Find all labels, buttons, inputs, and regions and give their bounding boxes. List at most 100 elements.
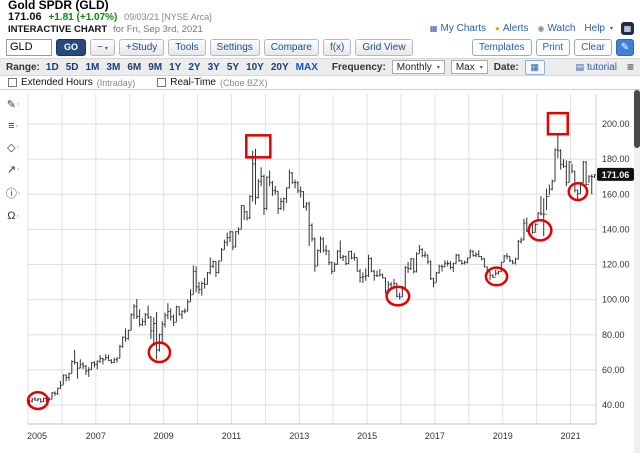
arrows-icon: ↗ — [6, 164, 16, 176]
price-chart[interactable]: 40.00 60.00 80.00 100.00 120.00 140.00 160.00 1… — [26, 90, 634, 453]
go-button[interactable]: GO — [56, 38, 87, 56]
range-3y[interactable]: 3Y — [207, 61, 220, 73]
toolbar-button-compare[interactable]: Compare — [263, 38, 319, 56]
gridlines — [27, 94, 597, 425]
scrollbar-thumb[interactable] — [634, 90, 640, 148]
axis-labels: 40.00 60.00 80.00 100.00 120.00 140.00 160.00 1… — [27, 119, 630, 441]
svg-text:2013: 2013 — [289, 431, 309, 441]
range-1y[interactable]: 1Y — [169, 61, 182, 73]
toolbar-button-f-x[interactable]: f(x) — [322, 38, 352, 56]
tool-annotate[interactable]: ✎ › — [7, 98, 20, 111]
range-6m[interactable]: 6M — [127, 61, 142, 73]
link-help[interactable]: Help ▾ — [584, 23, 613, 34]
symbol-input[interactable] — [6, 38, 52, 56]
svg-text:2017: 2017 — [425, 431, 445, 441]
realtime-checkbox[interactable] — [157, 78, 167, 87]
extended-hours-label: Extended Hours — [21, 77, 93, 88]
magnet-icon: Ω — [7, 210, 16, 222]
extended-hours-option[interactable]: Extended Hours (Intraday) — [8, 77, 135, 88]
chevron-down-icon: ▾ — [104, 45, 108, 52]
annotate-icon: ✎ — [6, 99, 16, 111]
menu-icon[interactable]: ≡ — [626, 60, 634, 74]
price-change: +1.81 (+1.07%) — [48, 12, 118, 23]
range-20y[interactable]: 20Y — [270, 61, 289, 73]
highlight-ellipse — [385, 285, 411, 307]
symbol-title: Gold SPDR (GLD) — [8, 0, 109, 12]
extended-hours-checkbox[interactable] — [8, 78, 17, 87]
alerts-icon: ● — [495, 24, 500, 33]
watch-icon: ◉ — [537, 24, 545, 33]
date-picker-button[interactable]: ▦ — [524, 59, 545, 75]
extended-hours-sublabel: (Intraday) — [96, 77, 136, 88]
toolbar-button-settings[interactable]: Settings — [209, 38, 260, 56]
date-label: Date: — [493, 61, 519, 73]
svg-text:2011: 2011 — [222, 431, 241, 441]
apps-icon[interactable]: ▦ — [621, 22, 634, 35]
svg-text:2021: 2021 — [561, 431, 581, 441]
link-watch[interactable]: ◉ Watch — [537, 23, 575, 34]
svg-text:60.00: 60.00 — [602, 365, 625, 375]
toolbar-button-print[interactable]: Print — [535, 38, 571, 56]
range-1m[interactable]: 1M — [85, 61, 100, 73]
range-1d[interactable]: 1D — [45, 61, 59, 73]
link-alerts[interactable]: ● Alerts — [495, 23, 528, 34]
toolbar-buttons: +Study Tools Settings Compare f(x) Grid View — [118, 38, 413, 56]
period-select[interactable]: Max ▾ — [450, 60, 488, 74]
chart-date-label: for Fri, Sep 3rd, 2021 — [113, 24, 203, 35]
toolbar-button-grid-view[interactable]: Grid View — [355, 38, 413, 56]
tool-magnet[interactable]: Ω › — [7, 210, 19, 222]
realtime-option[interactable]: Real-Time (Cboe BZX) — [157, 77, 268, 88]
highlight-ellipse — [484, 266, 509, 287]
svg-text:80.00: 80.00 — [602, 330, 625, 340]
toolbar-button-tools[interactable]: Tools — [168, 38, 206, 56]
svg-text:2019: 2019 — [493, 431, 513, 441]
chart-toolbar: GO ~▾ +StudyToolsSettingsComparef(x)Grid… — [0, 36, 640, 58]
range-5d[interactable]: 5D — [65, 61, 79, 73]
range-10y[interactable]: 10Y — [246, 61, 264, 73]
highlight-rect — [245, 134, 272, 159]
svg-text:180.00: 180.00 — [602, 154, 630, 164]
drawing-tools-sidebar: ✎ › ≡ › ◇ › ↗ › ⓘ › Ω › — [0, 90, 26, 453]
tool-shapes[interactable]: ◇ › — [7, 141, 19, 154]
tool-info-note[interactable]: ⓘ › — [6, 185, 20, 201]
range-label: Range: — [6, 61, 40, 73]
chevron-down-icon: ▾ — [436, 64, 440, 71]
range-max[interactable]: MAX — [295, 61, 318, 73]
toolbar-button-study[interactable]: +Study — [118, 38, 165, 56]
chevron-right-icon: › — [16, 166, 20, 173]
chart-caption-row: INTERACTIVE CHART for Fri, Sep 3rd, 2021 — [8, 24, 212, 36]
tool-arrows[interactable]: ↗ › — [7, 163, 20, 176]
range-2y[interactable]: 2Y — [188, 61, 201, 73]
toolbar-button-templates[interactable]: Templates — [471, 38, 532, 56]
chevron-right-icon: › — [17, 189, 21, 197]
range-3m[interactable]: 3M — [106, 61, 121, 73]
apps-grid-glyph: ▦ — [623, 24, 632, 33]
svg-text:2005: 2005 — [27, 431, 47, 441]
highlight-rect — [546, 111, 569, 136]
chart-style-selector[interactable]: ~ ▾ — [90, 38, 115, 56]
chevron-right-icon: › — [15, 122, 18, 130]
tool-trendlines[interactable]: ≡ › — [8, 120, 18, 132]
chevron-right-icon: › — [16, 101, 20, 108]
scrollbar[interactable] — [634, 90, 640, 453]
toolbar-button-clear[interactable]: Clear — [574, 38, 612, 56]
trendlines-icon: ≡ — [8, 120, 15, 132]
range-9m[interactable]: 9M — [148, 61, 163, 73]
interactive-chart-label: INTERACTIVE CHART — [8, 24, 108, 35]
frequency-select[interactable]: Monthly ▾ — [391, 60, 445, 74]
realtime-label: Real-Time — [170, 77, 216, 88]
tutorial-link[interactable]: ▤ tutorial — [575, 62, 617, 73]
price-bars — [28, 133, 596, 404]
pencil-icon: ✎ — [620, 41, 630, 53]
last-price-tag — [597, 167, 634, 181]
header-links: ▦ My Charts ● Alerts ◉ Watch Help ▾ ▦ — [430, 22, 634, 36]
chevron-right-icon: › — [16, 144, 19, 151]
info-note-icon: ⓘ — [5, 188, 17, 200]
tutorial-text: tutorial — [586, 61, 617, 73]
watch-label: Watch — [547, 23, 576, 34]
range-selector: 1D 5D 1M 3M 6M 9M 1Y 2Y 3Y 5Y 10Y 20Y MAX — [46, 62, 318, 73]
chevron-down-icon: ▾ — [609, 26, 613, 32]
annotate-button[interactable]: ✎ — [616, 38, 634, 56]
range-5y[interactable]: 5Y — [226, 61, 240, 73]
link-my-charts[interactable]: ▦ My Charts — [430, 23, 486, 34]
